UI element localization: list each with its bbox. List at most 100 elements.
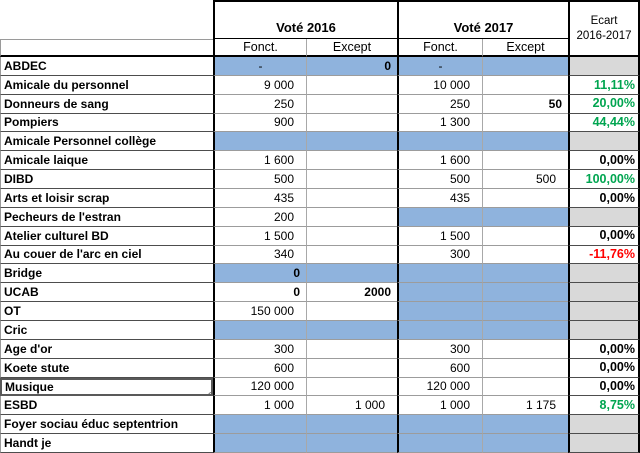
cell-vote2016-except[interactable] (306, 207, 397, 227)
cell-ecart[interactable] (568, 321, 640, 340)
cell-vote2016-fonct[interactable]: 300 (213, 339, 306, 359)
cell-vote2017-fonct[interactable]: 120 000 (397, 377, 482, 397)
cell-vote2016-fonct[interactable]: 120 000 (213, 377, 306, 397)
cell-vote2017-except[interactable] (482, 321, 568, 340)
row-label-cell[interactable]: Amicale du personnel (0, 75, 213, 95)
cell-vote2017-fonct[interactable] (397, 321, 482, 340)
cell-ecart[interactable] (568, 434, 640, 453)
cell-vote2016-except[interactable]: 1 000 (306, 396, 397, 416)
cell-vote2016-fonct[interactable]: 150 000 (213, 302, 306, 321)
cell-vote2016-fonct[interactable]: 340 (213, 245, 306, 265)
cell-vote2017-except[interactable] (482, 57, 568, 76)
cell-vote2017-fonct[interactable]: 1 000 (397, 396, 482, 416)
cell-vote2016-fonct[interactable]: 200 (213, 207, 306, 227)
cell-vote2017-except[interactable] (482, 151, 568, 171)
cell-vote2016-except[interactable] (306, 302, 397, 321)
cell-ecart[interactable]: 8,75% (568, 396, 640, 416)
cell-vote2016-except[interactable] (306, 132, 397, 152)
cell-vote2017-except[interactable] (482, 434, 568, 453)
cell-vote2016-except[interactable] (306, 189, 397, 208)
cell-vote2016-fonct[interactable] (213, 434, 306, 453)
row-label-cell[interactable]: Bridge (0, 264, 213, 284)
cell-vote2017-except[interactable]: 1 175 (482, 396, 568, 416)
cell-vote2017-fonct[interactable]: 600 (397, 358, 482, 378)
cell-vote2017-except[interactable] (482, 415, 568, 435)
row-label-cell[interactable]: Amicale Personnel collège (0, 132, 213, 152)
row-label-cell[interactable]: Pecheurs de l'estran (0, 207, 213, 227)
cell-vote2017-except[interactable] (482, 377, 568, 397)
header-ecart[interactable]: Ecart 2016-2017 (568, 0, 640, 57)
cell-vote2017-fonct[interactable]: 300 (397, 245, 482, 265)
cell-vote2016-except[interactable] (306, 415, 397, 435)
cell-vote2017-except[interactable]: 50 (482, 94, 568, 114)
row-label-cell[interactable]: Foyer sociau éduc septentrion (0, 415, 213, 435)
cell-ecart[interactable]: 44,44% (568, 113, 640, 133)
cell-vote2016-except[interactable] (306, 358, 397, 378)
row-label-cell[interactable]: Age d'or (0, 339, 213, 359)
cell-vote2016-fonct[interactable]: 250 (213, 94, 306, 114)
cell-vote2016-except[interactable] (306, 94, 397, 114)
cell-vote2017-except[interactable] (482, 245, 568, 265)
row-label-cell[interactable]: Pompiers (0, 113, 213, 133)
cell-ecart[interactable]: 0,00% (568, 151, 640, 171)
cell-vote2017-except[interactable] (482, 113, 568, 133)
row-label-cell[interactable]: Arts et loisir scrap (0, 189, 213, 208)
cell-vote2016-fonct[interactable]: 1 600 (213, 151, 306, 171)
cell-vote2016-except[interactable] (306, 377, 397, 397)
cell-vote2016-fonct[interactable]: 435 (213, 189, 306, 208)
row-label-cell[interactable]: OT (0, 302, 213, 321)
cell-vote2016-except[interactable] (306, 170, 397, 189)
cell-vote2016-except[interactable] (306, 339, 397, 359)
cell-vote2017-except[interactable] (482, 339, 568, 359)
cell-ecart[interactable] (568, 283, 640, 303)
cell-ecart[interactable] (568, 132, 640, 152)
header-fonct-2017[interactable]: Fonct. (397, 39, 482, 57)
row-label-cell[interactable]: Au couer de l'arc en ciel (0, 245, 213, 265)
cell-vote2017-except[interactable] (482, 358, 568, 378)
cell-vote2016-fonct[interactable]: 9 000 (213, 75, 306, 95)
cell-vote2016-except[interactable] (306, 264, 397, 284)
row-label-cell[interactable]: ABDEC (0, 57, 213, 76)
row-label-cell[interactable]: UCAB (0, 283, 213, 303)
row-label-cell[interactable]: Handt je (0, 434, 213, 453)
row-label-cell[interactable]: Musique (0, 377, 213, 397)
cell-vote2017-fonct[interactable] (397, 283, 482, 303)
cell-vote2017-fonct[interactable] (397, 264, 482, 284)
cell-vote2016-fonct[interactable] (213, 415, 306, 435)
cell-vote2016-fonct[interactable]: 600 (213, 358, 306, 378)
cell-vote2017-fonct[interactable] (397, 207, 482, 227)
cell-vote2016-fonct[interactable]: - (213, 57, 306, 76)
cell-vote2016-except[interactable] (306, 245, 397, 265)
cell-vote2016-except[interactable] (306, 226, 397, 246)
cell-ecart[interactable]: 100,00% (568, 170, 640, 189)
cell-vote2017-except[interactable] (482, 264, 568, 284)
cell-vote2016-except[interactable]: 0 (306, 57, 397, 76)
cell-vote2017-fonct[interactable]: 500 (397, 170, 482, 189)
header-vote-2016[interactable]: Voté 2016 (213, 0, 397, 39)
cell-vote2017-fonct[interactable] (397, 302, 482, 321)
cell-vote2016-except[interactable] (306, 321, 397, 340)
cell-ecart[interactable]: 0,00% (568, 189, 640, 208)
cell-vote2017-except[interactable] (482, 207, 568, 227)
cell-vote2017-fonct[interactable]: 1 500 (397, 226, 482, 246)
row-label-cell[interactable]: Cric (0, 321, 213, 340)
cell-vote2017-except[interactable] (482, 132, 568, 152)
cell-vote2016-fonct[interactable]: 1 000 (213, 396, 306, 416)
row-label-cell[interactable]: Atelier culturel BD (0, 226, 213, 246)
cell-vote2017-fonct[interactable]: 1 600 (397, 151, 482, 171)
cell-vote2017-except[interactable] (482, 189, 568, 208)
row-label-cell[interactable]: Koete stute (0, 358, 213, 378)
cell-vote2017-except[interactable] (482, 302, 568, 321)
header-except-2017[interactable]: Except (482, 39, 568, 57)
cell-vote2016-fonct[interactable]: 1 500 (213, 226, 306, 246)
cell-ecart[interactable]: -11,76% (568, 245, 640, 265)
cell-vote2017-fonct[interactable]: 1 300 (397, 113, 482, 133)
header-vote-2017[interactable]: Voté 2017 (397, 0, 568, 39)
cell-vote2017-fonct[interactable]: 10 000 (397, 75, 482, 95)
cell-vote2016-fonct[interactable] (213, 132, 306, 152)
cell-vote2017-except[interactable] (482, 226, 568, 246)
cell-vote2016-fonct[interactable]: 500 (213, 170, 306, 189)
cell-vote2016-except[interactable] (306, 434, 397, 453)
cell-ecart[interactable] (568, 207, 640, 227)
cell-vote2017-fonct[interactable]: 250 (397, 94, 482, 114)
